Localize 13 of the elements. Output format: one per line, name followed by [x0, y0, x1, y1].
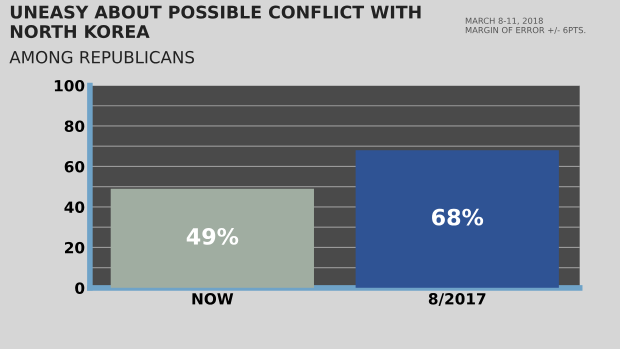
- y-tick-label: 100: [54, 80, 84, 92]
- text: MARCH 8-11, 2018 MARGIN OF ERROR +/- 6PTS.: [466, 18, 586, 34]
- y-tick-label: 80: [64, 120, 84, 132]
- y-tick-label: 0: [75, 282, 84, 294]
- y-tick-label: 40: [64, 201, 84, 213]
- chart-subtitle: AMONG REPUBLICANS: [9, 50, 194, 64]
- x-tick-label: NOW: [192, 293, 234, 305]
- y-tick-label: 60: [64, 160, 84, 172]
- y-tick-label: 20: [64, 242, 84, 254]
- data-label: 68%: [432, 208, 484, 226]
- data-label: 49%: [186, 228, 238, 245]
- chart-title: UNEASY ABOUT POSSIBLE CONFLICT WITH NORTH KOREA: [10, 6, 421, 38]
- x-tick-label: 8/2017: [428, 293, 486, 306]
